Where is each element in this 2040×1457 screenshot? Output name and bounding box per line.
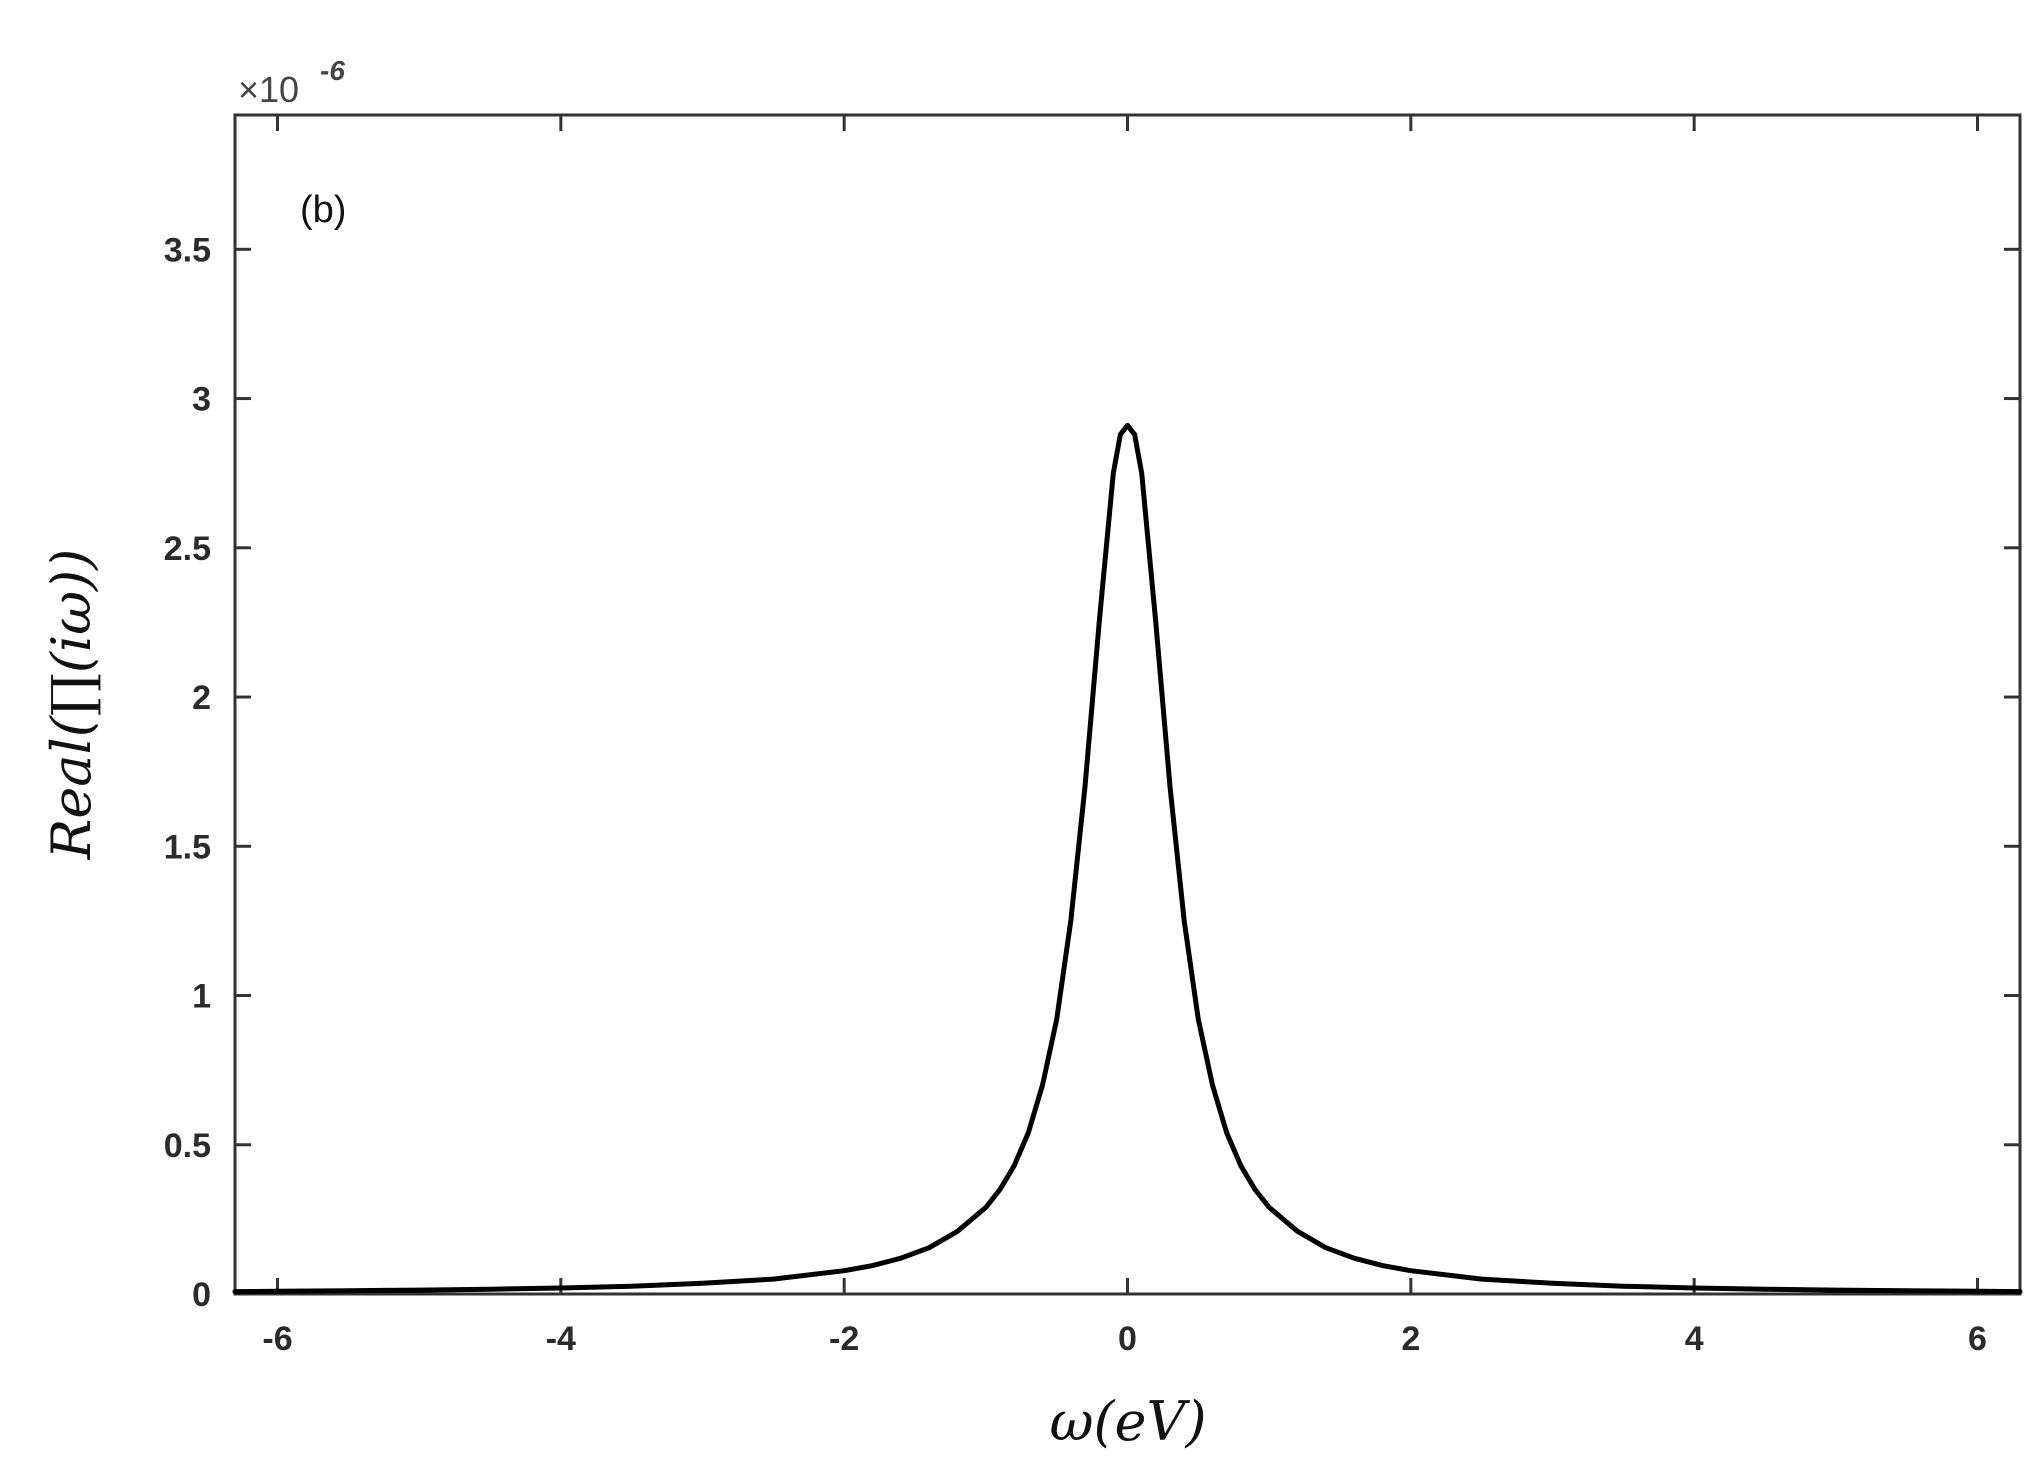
y-multiplier-label: ×10 bbox=[238, 69, 299, 110]
y-tick-label: 0.5 bbox=[164, 1127, 211, 1165]
tick-labels-group: -6 -4 -2 0 2 4 6 0 0.5 1 1.5 2 2.5 3 3.5 bbox=[164, 231, 1987, 1358]
x-tick-label: 2 bbox=[1401, 1320, 1420, 1358]
y-tick-label: 3 bbox=[192, 381, 211, 419]
x-axis-title: ω(eV) bbox=[1049, 1390, 1206, 1452]
x-tick-label: -6 bbox=[262, 1320, 292, 1358]
x-tick-label: -2 bbox=[829, 1320, 859, 1358]
x-tick-label: 6 bbox=[1968, 1320, 1987, 1358]
plot-frame bbox=[233, 113, 2022, 1296]
y-axis-title: Real(∏(iω)) bbox=[40, 549, 103, 861]
ticks-group bbox=[235, 115, 2020, 1296]
x-tick-label: -4 bbox=[546, 1320, 576, 1358]
series-line bbox=[232, 422, 2023, 1295]
y-tick-label: 2 bbox=[192, 679, 211, 717]
panel-label: (b) bbox=[300, 189, 346, 231]
y-tick-label: 3.5 bbox=[164, 231, 211, 269]
y-tick-label: 0 bbox=[192, 1276, 211, 1314]
y-tick-label: 1 bbox=[192, 978, 211, 1016]
y-exponent-label: -6 bbox=[320, 55, 345, 86]
x-tick-label: 0 bbox=[1118, 1320, 1137, 1358]
y-tick-label: 1.5 bbox=[164, 828, 211, 866]
y-tick-label: 2.5 bbox=[164, 530, 211, 568]
x-tick-label: 4 bbox=[1685, 1320, 1704, 1358]
